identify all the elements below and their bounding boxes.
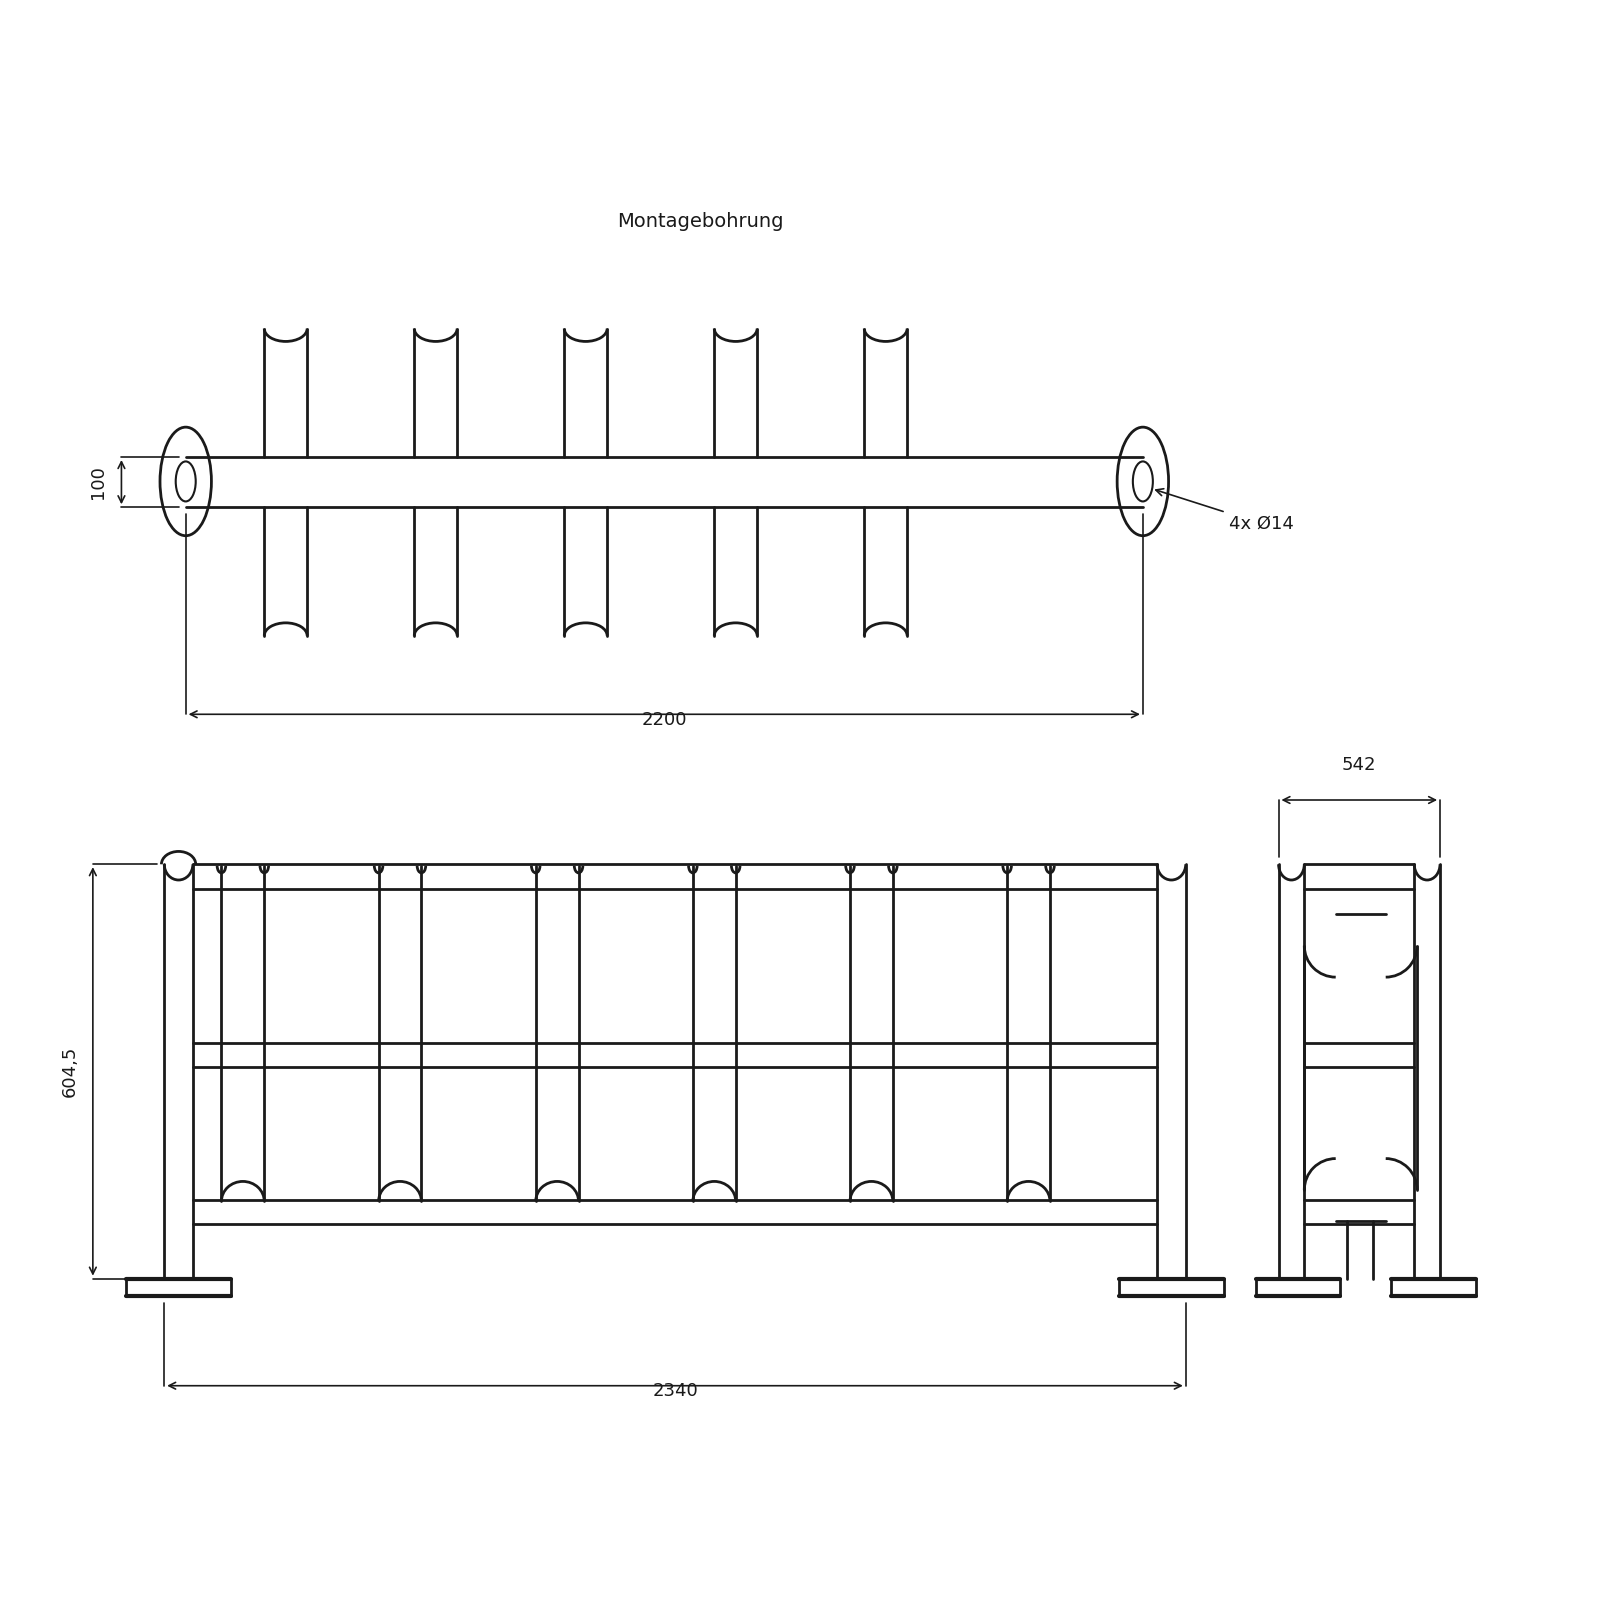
Text: 100: 100 xyxy=(90,466,107,499)
Text: 2340: 2340 xyxy=(653,1382,698,1400)
Text: Montagebohrung: Montagebohrung xyxy=(616,211,784,230)
Text: 4x Ø14: 4x Ø14 xyxy=(1155,488,1293,533)
Text: 2200: 2200 xyxy=(642,710,686,728)
Text: 604,5: 604,5 xyxy=(61,1046,78,1098)
Text: 542: 542 xyxy=(1342,757,1376,774)
